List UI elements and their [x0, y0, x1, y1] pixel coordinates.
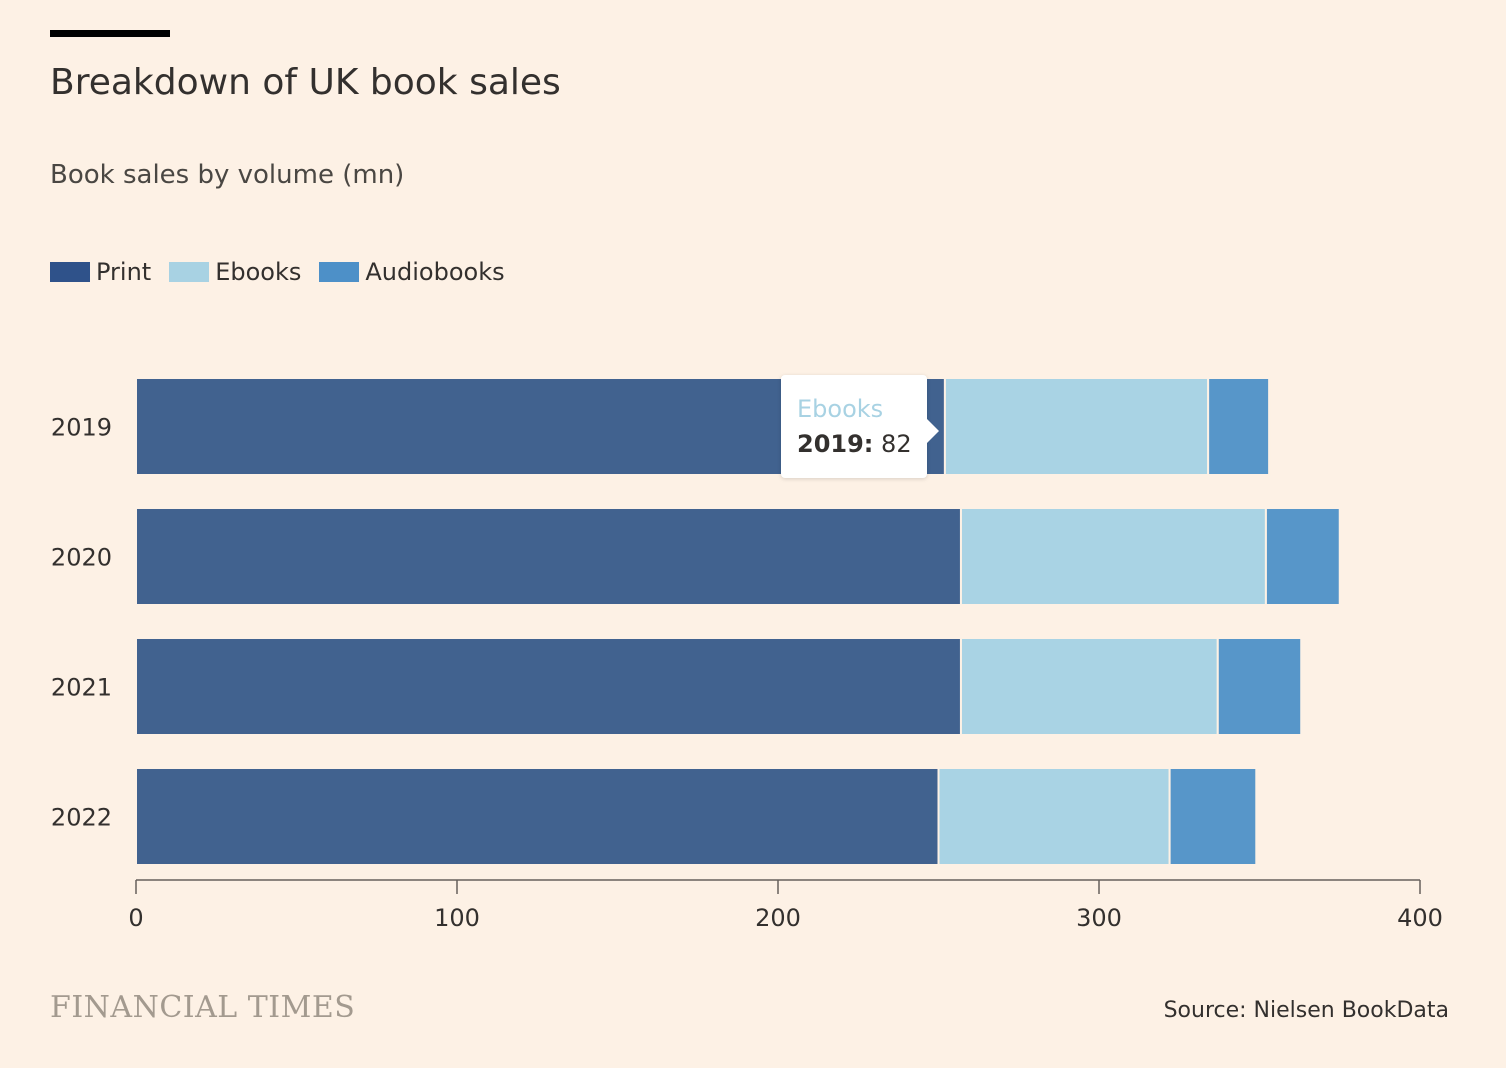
category-label-2020: 2020	[51, 544, 112, 572]
legend-swatch-print	[50, 262, 90, 282]
top-rule	[50, 30, 170, 37]
tooltip-line: 2019: 82	[797, 430, 912, 458]
legend-item-print[interactable]: Print	[50, 258, 151, 286]
bar-audiobooks-2020[interactable]	[1264, 507, 1341, 606]
source-note: Source: Nielsen BookData	[1163, 998, 1449, 1023]
legend-label-ebooks: Ebooks	[215, 258, 302, 286]
chart-subtitle: Book sales by volume (mn)	[50, 160, 405, 190]
x-tick-label-0: 0	[128, 904, 143, 932]
x-tick-label-200: 200	[755, 904, 801, 932]
legend-swatch-ebooks	[169, 262, 210, 282]
legend-item-audiobooks[interactable]: Audiobooks	[319, 258, 505, 286]
legend-label-print: Print	[96, 258, 152, 286]
x-tick-label-400: 400	[1397, 904, 1443, 932]
bar-ebooks-2020[interactable]	[959, 507, 1267, 606]
bar-print-2020[interactable]	[135, 507, 962, 606]
bar-print-2022[interactable]	[135, 767, 940, 866]
legend-swatch-audiobooks	[319, 262, 360, 282]
tooltip-series: Ebooks	[797, 395, 884, 423]
chart-title: Breakdown of UK book sales	[50, 62, 561, 103]
bar-audiobooks-2021[interactable]	[1216, 637, 1303, 736]
x-tick-label-300: 300	[1076, 904, 1122, 932]
bar-audiobooks-2022[interactable]	[1168, 767, 1258, 866]
ft-logo[interactable]: FINANCIAL TIMES	[50, 990, 356, 1025]
tooltip-category: 2019:	[797, 430, 874, 458]
category-label-2019: 2019	[51, 414, 112, 442]
legend-item-ebooks[interactable]: Ebooks	[169, 258, 301, 286]
category-label-2022: 2022	[51, 804, 112, 832]
tooltip-value: 82	[881, 430, 912, 458]
bar-audiobooks-2019[interactable]	[1207, 377, 1271, 476]
legend-label-audiobooks: Audiobooks	[365, 258, 505, 286]
bar-ebooks-2019[interactable]	[943, 377, 1210, 476]
bar-ebooks-2022[interactable]	[937, 767, 1171, 866]
bar-ebooks-2021[interactable]	[959, 637, 1219, 736]
legend: Print Ebooks Audiobooks	[50, 258, 523, 286]
category-label-2021: 2021	[51, 674, 112, 702]
tooltip: Ebooks 2019: 82	[781, 375, 939, 478]
bar-print-2021[interactable]	[135, 637, 962, 736]
x-tick-label-100: 100	[434, 904, 480, 932]
